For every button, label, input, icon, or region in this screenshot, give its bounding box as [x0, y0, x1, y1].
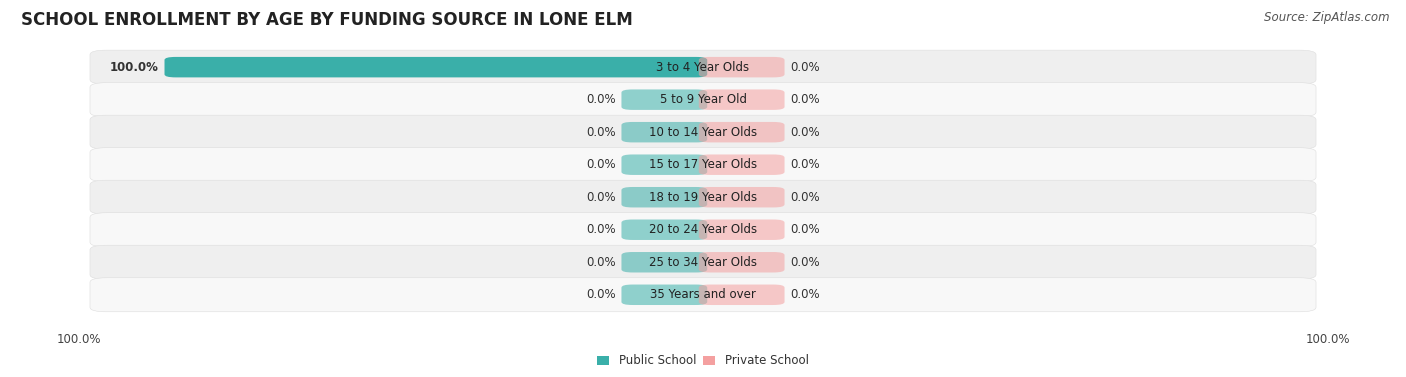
- FancyBboxPatch shape: [699, 252, 785, 273]
- FancyBboxPatch shape: [90, 115, 1316, 149]
- Text: 0.0%: 0.0%: [586, 126, 616, 139]
- Text: 0.0%: 0.0%: [790, 158, 820, 171]
- FancyBboxPatch shape: [621, 219, 707, 240]
- Text: 100.0%: 100.0%: [56, 333, 101, 346]
- Text: 20 to 24 Year Olds: 20 to 24 Year Olds: [650, 223, 756, 236]
- Text: 0.0%: 0.0%: [586, 191, 616, 204]
- Text: 100.0%: 100.0%: [1305, 333, 1350, 346]
- FancyBboxPatch shape: [699, 285, 785, 305]
- Text: 0.0%: 0.0%: [790, 223, 820, 236]
- FancyBboxPatch shape: [699, 122, 785, 143]
- Text: Source: ZipAtlas.com: Source: ZipAtlas.com: [1264, 11, 1389, 24]
- FancyBboxPatch shape: [621, 285, 707, 305]
- FancyBboxPatch shape: [699, 89, 785, 110]
- Text: 0.0%: 0.0%: [790, 93, 820, 106]
- FancyBboxPatch shape: [90, 278, 1316, 312]
- Text: 35 Years and over: 35 Years and over: [650, 288, 756, 301]
- Text: 5 to 9 Year Old: 5 to 9 Year Old: [659, 93, 747, 106]
- Text: 3 to 4 Year Olds: 3 to 4 Year Olds: [657, 61, 749, 74]
- FancyBboxPatch shape: [90, 245, 1316, 279]
- Legend: Public School, Private School: Public School, Private School: [598, 354, 808, 367]
- FancyBboxPatch shape: [699, 57, 785, 77]
- FancyBboxPatch shape: [621, 155, 707, 175]
- FancyBboxPatch shape: [621, 252, 707, 273]
- FancyBboxPatch shape: [90, 213, 1316, 247]
- Text: 0.0%: 0.0%: [790, 126, 820, 139]
- FancyBboxPatch shape: [699, 187, 785, 207]
- Text: 25 to 34 Year Olds: 25 to 34 Year Olds: [650, 256, 756, 269]
- FancyBboxPatch shape: [90, 148, 1316, 182]
- FancyBboxPatch shape: [621, 187, 707, 207]
- Text: 0.0%: 0.0%: [586, 288, 616, 301]
- FancyBboxPatch shape: [165, 57, 707, 77]
- FancyBboxPatch shape: [699, 155, 785, 175]
- Text: 0.0%: 0.0%: [586, 93, 616, 106]
- Text: 18 to 19 Year Olds: 18 to 19 Year Olds: [650, 191, 756, 204]
- Text: SCHOOL ENROLLMENT BY AGE BY FUNDING SOURCE IN LONE ELM: SCHOOL ENROLLMENT BY AGE BY FUNDING SOUR…: [21, 11, 633, 29]
- FancyBboxPatch shape: [621, 89, 707, 110]
- Text: 0.0%: 0.0%: [790, 256, 820, 269]
- Text: 0.0%: 0.0%: [586, 223, 616, 236]
- Text: 0.0%: 0.0%: [790, 191, 820, 204]
- Text: 0.0%: 0.0%: [790, 61, 820, 74]
- Text: 0.0%: 0.0%: [586, 256, 616, 269]
- Text: 15 to 17 Year Olds: 15 to 17 Year Olds: [650, 158, 756, 171]
- FancyBboxPatch shape: [90, 180, 1316, 214]
- FancyBboxPatch shape: [699, 219, 785, 240]
- FancyBboxPatch shape: [90, 83, 1316, 117]
- FancyBboxPatch shape: [90, 50, 1316, 84]
- Text: 0.0%: 0.0%: [586, 158, 616, 171]
- Text: 10 to 14 Year Olds: 10 to 14 Year Olds: [650, 126, 756, 139]
- Text: 100.0%: 100.0%: [110, 61, 159, 74]
- FancyBboxPatch shape: [621, 122, 707, 143]
- Text: 0.0%: 0.0%: [790, 288, 820, 301]
